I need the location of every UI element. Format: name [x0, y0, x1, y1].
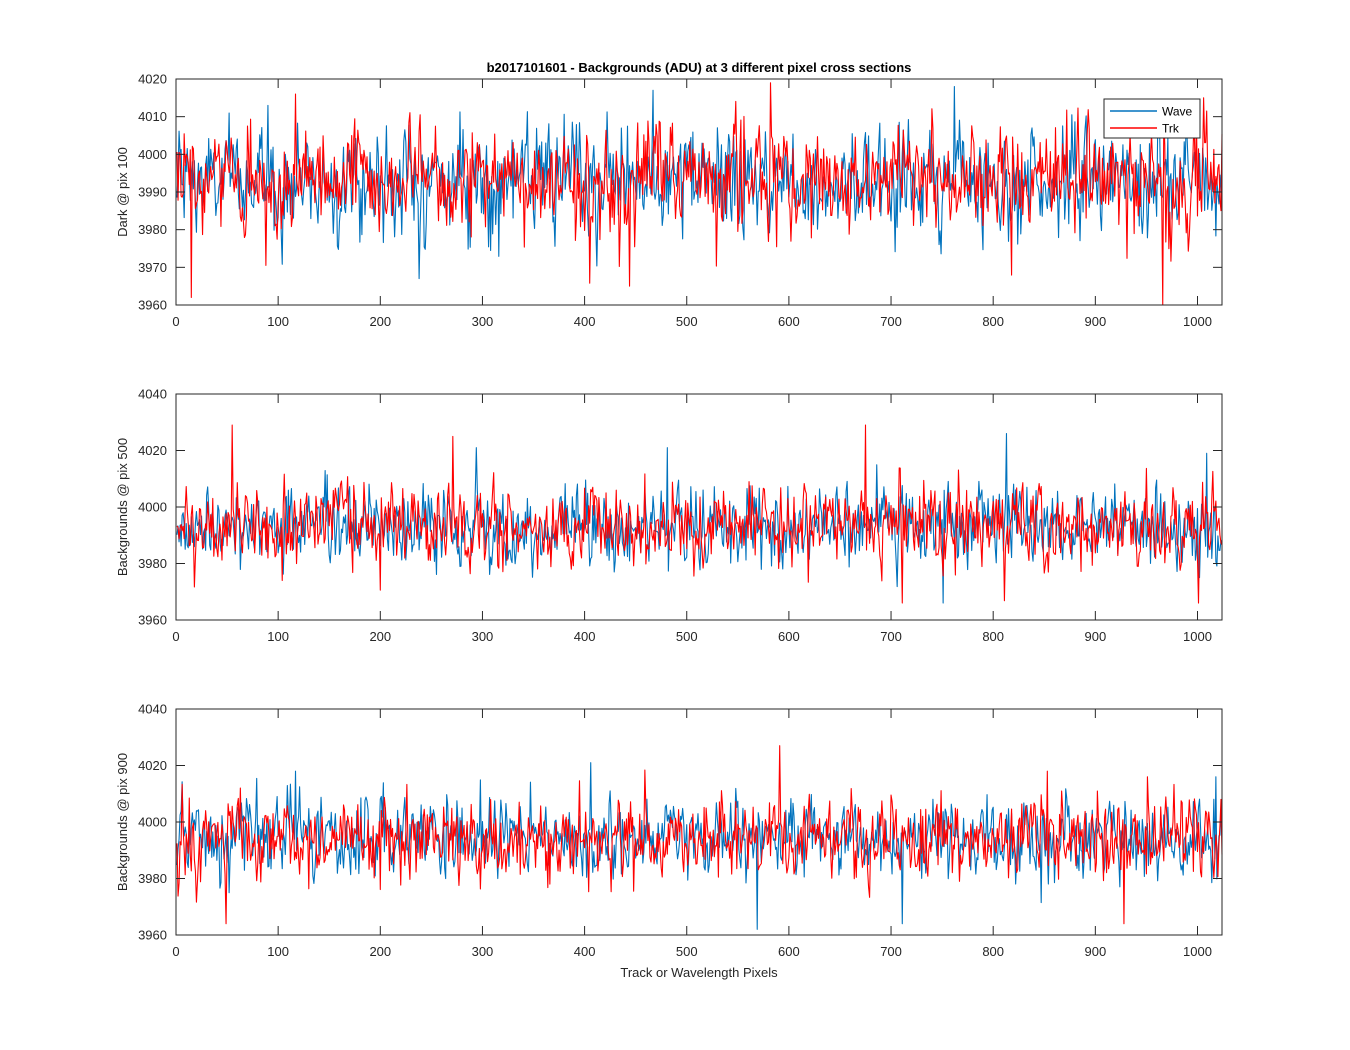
x-tick-label: 500 — [676, 629, 698, 644]
x-tick-label: 200 — [369, 314, 391, 329]
y-tick-label: 3980 — [138, 222, 167, 237]
x-tick-label: 800 — [982, 944, 1004, 959]
x-tick-label: 700 — [880, 314, 902, 329]
legend: Wave Trk — [1103, 98, 1201, 139]
x-tick-label: 0 — [172, 629, 179, 644]
y-tick-label: 4000 — [138, 147, 167, 162]
series-line-trk — [176, 745, 1223, 925]
y-axis-label: Dark @ pix 100 — [115, 147, 130, 237]
series-line-trk — [176, 424, 1223, 604]
x-tick-label: 0 — [172, 314, 179, 329]
y-tick-label: 4020 — [138, 758, 167, 773]
y-tick-label: 3960 — [138, 928, 167, 943]
series-group — [176, 424, 1223, 604]
x-tick-label: 1000 — [1183, 314, 1212, 329]
y-tick-label: 4040 — [138, 702, 167, 717]
series-line-trk — [176, 82, 1223, 306]
x-tick-label: 400 — [574, 629, 596, 644]
y-tick-label: 3980 — [138, 871, 167, 886]
y-tick-label: 4010 — [138, 109, 167, 124]
x-tick-label: 200 — [369, 629, 391, 644]
x-tick-label: 800 — [982, 629, 1004, 644]
x-tick-label: 300 — [472, 629, 494, 644]
y-tick-label: 3970 — [138, 260, 167, 275]
x-tick-label: 700 — [880, 629, 902, 644]
x-tick-label: 600 — [778, 629, 800, 644]
legend-label-trk: Trk — [1162, 122, 1180, 136]
x-tick-label: 600 — [778, 314, 800, 329]
x-tick-label: 0 — [172, 944, 179, 959]
y-tick-label: 4020 — [138, 72, 167, 87]
x-tick-label: 400 — [574, 314, 596, 329]
x-tick-label: 1000 — [1183, 629, 1212, 644]
x-tick-label: 700 — [880, 944, 902, 959]
x-tick-label: 500 — [676, 314, 698, 329]
x-tick-label: 100 — [267, 944, 289, 959]
y-tick-label: 4020 — [138, 443, 167, 458]
x-tick-label: 300 — [472, 314, 494, 329]
x-tick-label: 1000 — [1183, 944, 1212, 959]
x-tick-label: 900 — [1084, 314, 1106, 329]
y-tick-label: 4040 — [138, 387, 167, 402]
y-tick-label: 3960 — [138, 613, 167, 628]
panel-1: 0 100 200 300 400 500 600 700 800 900 1000 3960 3970… — [115, 72, 1223, 329]
y-axis-label: Backgrounds @ pix 500 — [115, 438, 130, 576]
y-tick-label: 3980 — [138, 556, 167, 571]
x-tick-label: 400 — [574, 944, 596, 959]
panel-2: 0 100 200 300 400 500 600 700 800 900 1000 3960 3980… — [115, 387, 1223, 644]
x-tick-label: 200 — [369, 944, 391, 959]
y-tick-label: 3960 — [138, 298, 167, 313]
y-tick-label: 4000 — [138, 815, 167, 830]
series-group — [176, 745, 1223, 930]
chart-title: b2017101601 - Backgrounds (ADU) at 3 dif… — [487, 60, 912, 75]
legend-label-wave: Wave — [1162, 105, 1193, 119]
x-tick-label: 100 — [267, 314, 289, 329]
series-group — [176, 82, 1223, 306]
legend-box — [1103, 98, 1201, 139]
x-tick-label: 800 — [982, 314, 1004, 329]
x-tick-label: 600 — [778, 944, 800, 959]
y-axis-label: Backgrounds @ pix 900 — [115, 753, 130, 891]
x-tick-label: 100 — [267, 629, 289, 644]
y-tick-label: 3990 — [138, 185, 167, 200]
panel-3: 0 100 200 300 400 500 600 700 800 900 1000 3960 3980… — [115, 702, 1223, 980]
x-tick-label: 300 — [472, 944, 494, 959]
x-axis-label: Track or Wavelength Pixels — [620, 965, 778, 980]
x-tick-label: 500 — [676, 944, 698, 959]
x-tick-label: 900 — [1084, 944, 1106, 959]
x-tick-label: 900 — [1084, 629, 1106, 644]
y-tick-label: 4000 — [138, 500, 167, 515]
